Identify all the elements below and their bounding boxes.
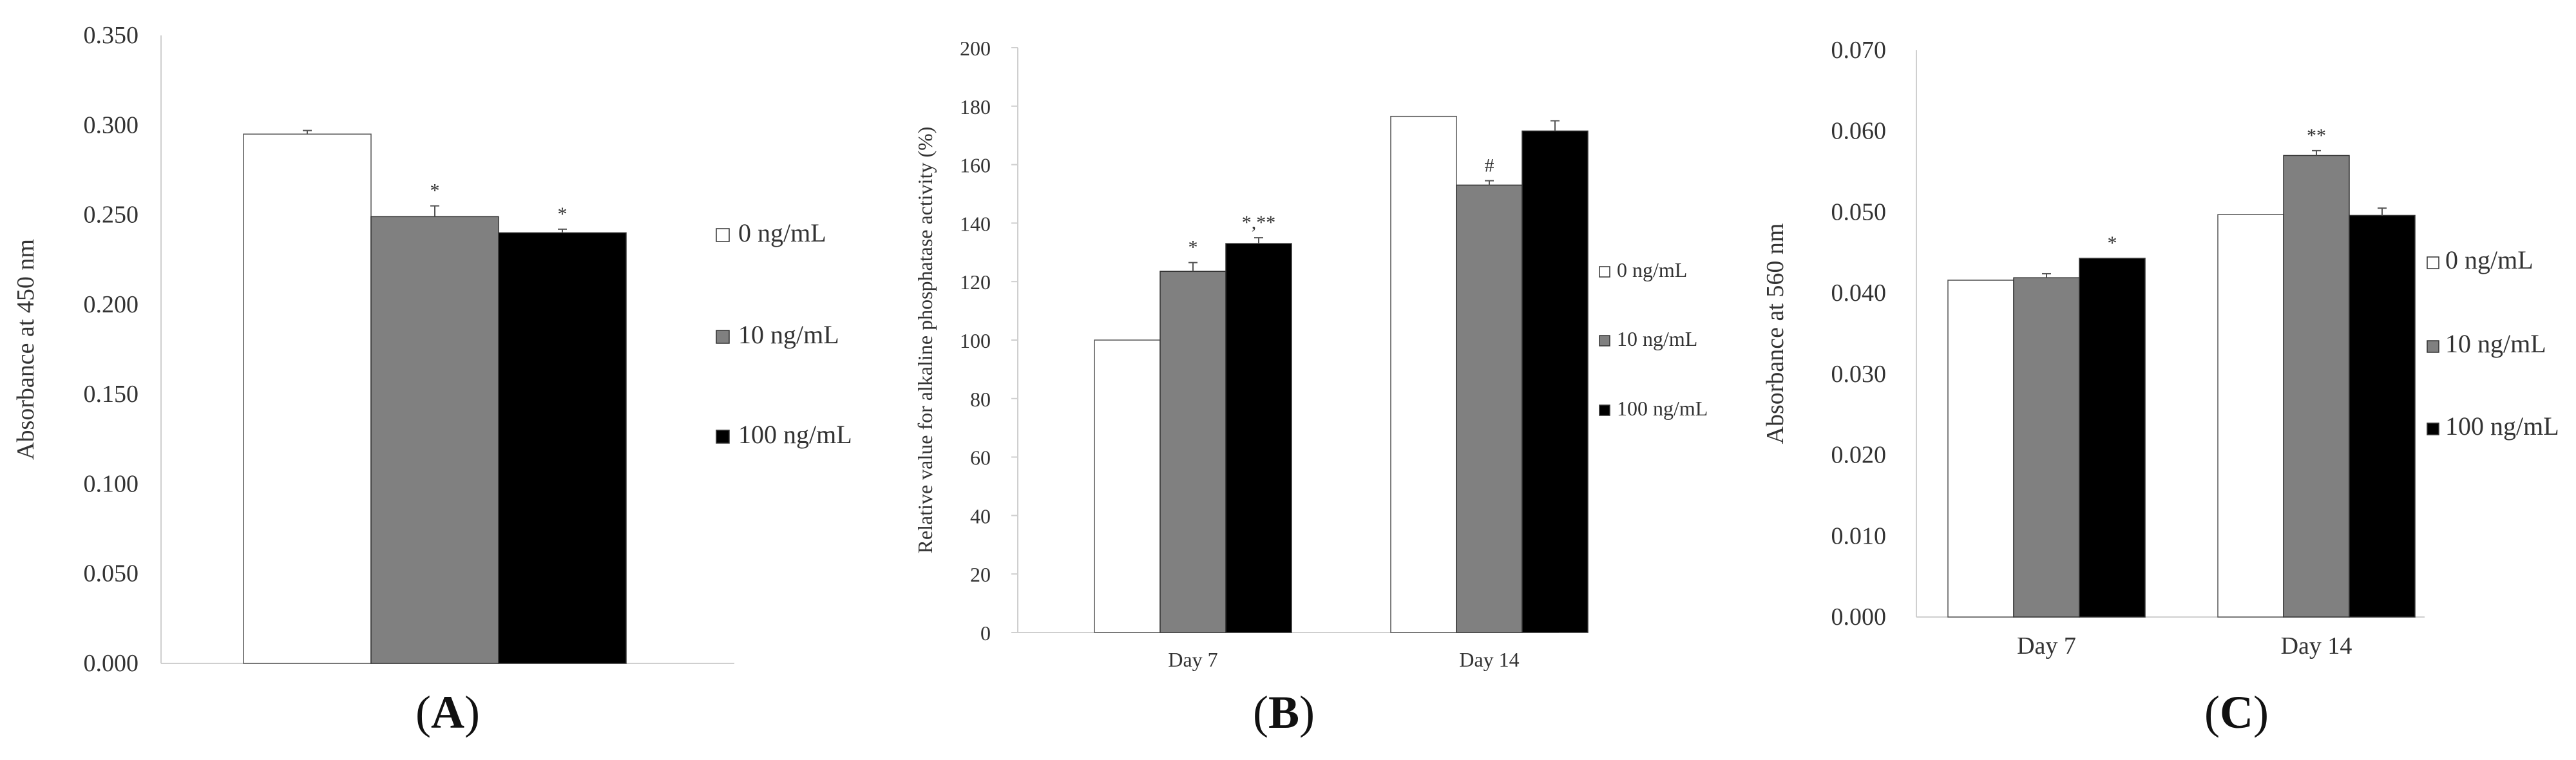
y-tick-label: 0.250 [84,202,139,229]
panel-label: (A) [415,687,480,738]
y-axis-label: Relative value for alkaline phosphatase … [913,127,937,554]
bar [1390,115,1457,633]
bar [1159,271,1226,633]
y-tick-label: 0.100 [84,470,139,497]
legend-swatch [1599,404,1610,416]
bar [2217,214,2284,618]
significance-label: * [2108,233,2117,254]
y-tick-label: 180 [960,95,991,119]
significance-label: ** [2307,125,2326,146]
panel-paren-open: ( [1253,687,1268,738]
y-tick-label: 0.060 [1831,118,1887,145]
significance-label: * [1188,237,1198,258]
chart-panel-b: 0 20 40 60 80 100 120 140 160 180 200 Relative valu… [913,37,1708,738]
panel-paren-close: ) [2253,687,2269,738]
y-tick-label: 160 [960,154,991,177]
legend-label: 0 ng/mL [2445,245,2533,274]
bar [370,216,499,664]
panel-paren-open: ( [415,687,431,738]
y-tick-label: 0.010 [1831,522,1887,549]
category-label: Day 7 [2017,632,2076,660]
panel-letter: C [2220,687,2253,738]
y-axis-label: Absorbance at 450 nm [12,239,39,460]
legend-label: 10 ng/mL [738,320,839,349]
significance-label: * [558,204,568,225]
y-tick-label: 40 [970,504,991,527]
y-tick-label: 0.300 [84,111,139,138]
y-tick-label: 0.200 [84,291,139,318]
legend-label: 100 ng/mL [738,420,852,449]
chart-panel-c: 0.000 0.010 0.020 0.030 0.040 0.050 0.060 0.070… [1762,37,2559,738]
y-tick-label: 0.000 [84,650,139,677]
y-tick-label: 0.040 [1831,280,1887,307]
bar [1522,130,1589,633]
chart-panel-a: 0.000 0.050 0.100 0.150 0.200 0.250 0.300 0.350… [12,22,852,738]
legend-swatch [1599,335,1610,347]
y-tick-label: 0.050 [1831,198,1887,225]
bar [498,232,627,664]
legend-swatch [716,228,730,242]
panel-label: (B) [1253,687,1315,738]
y-tick-label: 120 [960,271,991,294]
bar [2013,277,2080,618]
y-tick-label: 0.050 [84,560,139,587]
bar [2079,258,2146,618]
bar [2349,214,2416,618]
panel-letter: A [431,687,464,738]
significance-label: # [1485,155,1494,176]
y-tick-label: 200 [960,37,991,60]
panel-letter: B [1268,687,1299,738]
y-tick-label: 0.020 [1831,442,1887,469]
panel-label: (C) [2204,687,2269,738]
y-tick-label: 80 [970,388,991,411]
significance-label: * [430,180,440,202]
legend-label: 100 ng/mL [2445,412,2559,441]
legend-swatch [2427,256,2439,269]
y-tick-label: 140 [960,212,991,235]
legend-swatch [2427,423,2439,435]
y-tick-label: 100 [960,329,991,352]
category-label: Day 7 [1168,648,1217,671]
y-tick-label: 0.150 [84,381,139,408]
panel-paren-close: ) [464,687,480,738]
category-label: Day 14 [2281,632,2352,660]
bar [1947,280,2014,618]
bar [1456,184,1523,633]
panel-paren-open: ( [2204,687,2220,738]
y-tick-label: 20 [970,563,991,586]
y-tick-label: 0.000 [1831,603,1887,631]
y-tick-label: 0.350 [84,22,139,49]
legend-swatch [1599,266,1610,278]
legend-swatch [716,430,730,444]
significance-label: *,** [1242,212,1276,233]
legend-label: 10 ng/mL [2445,329,2546,358]
y-tick-label: 0.030 [1831,361,1887,388]
legend-label: 100 ng/mL [1617,397,1708,420]
legend-swatch [2427,340,2439,353]
bar [1225,243,1292,633]
y-axis-label: Absorbance at 560 nm [1762,223,1789,444]
category-label: Day 14 [1459,648,1519,671]
bar [1094,339,1161,633]
y-tick-label: 0 [980,622,991,645]
legend-label: 0 ng/mL [1617,258,1687,281]
panel-paren-close: ) [1299,687,1315,738]
legend-label: 0 ng/mL [738,218,826,247]
bar [243,133,372,664]
bar [2283,155,2350,618]
y-tick-label: 0.070 [1831,37,1887,64]
y-tick-label: 60 [970,446,991,470]
legend-swatch [716,330,730,344]
legend-label: 10 ng/mL [1617,327,1697,350]
